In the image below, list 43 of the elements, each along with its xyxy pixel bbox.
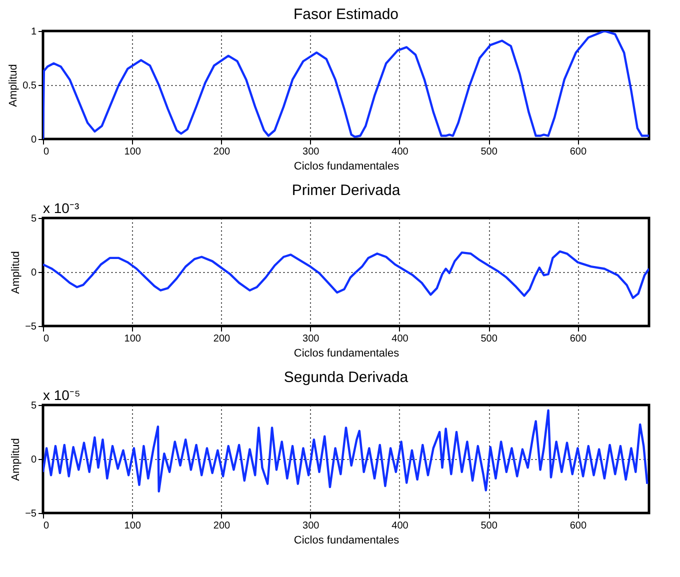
x-tick-label: 600 xyxy=(570,146,587,158)
y-tick-label: 0 xyxy=(30,454,37,466)
x-tick-label: 600 xyxy=(570,520,587,532)
y-tick-label: 5 xyxy=(30,214,37,224)
x-tick-label: 500 xyxy=(480,146,498,158)
x-tick-label: 100 xyxy=(124,146,142,158)
x-tick-label: 300 xyxy=(302,334,320,344)
x-tick-label: 100 xyxy=(124,334,142,344)
x-tick-label: 200 xyxy=(213,334,231,344)
chart-title: Fasor Estimado xyxy=(293,6,399,23)
x-tick-label: 200 xyxy=(213,146,231,158)
x-axis-title: Ciclos fundamentales xyxy=(294,160,400,172)
x-tick-label: 300 xyxy=(302,520,320,532)
x-tick-label: 500 xyxy=(480,520,498,532)
y-axis-title: Amplitud xyxy=(10,251,22,294)
x-tick-label: 0 xyxy=(44,146,50,158)
line-series xyxy=(43,250,649,300)
y-axis-title: Amplitud xyxy=(8,64,20,107)
x-tick-label: 500 xyxy=(480,334,498,344)
text: x 10⁻³ xyxy=(43,200,80,216)
x-tick-label: 300 xyxy=(302,146,320,158)
y-tick-label: 1 xyxy=(30,26,37,38)
y-tick-label: 0.5 xyxy=(22,80,37,92)
x-tick-label: 400 xyxy=(392,520,409,532)
y-tick-label: 0 xyxy=(30,134,37,146)
x-tick-label: 0 xyxy=(44,520,50,532)
y-tick-label: 5 xyxy=(30,400,37,412)
x-tick-label: 600 xyxy=(570,334,587,344)
chart-title: Segunda Derivada xyxy=(284,369,409,386)
y-tick-label: −5 xyxy=(25,322,37,332)
y-tick-label: 0 xyxy=(30,268,37,278)
x-tick-label: 0 xyxy=(44,334,50,344)
x-tick-label: 400 xyxy=(392,146,409,158)
x-tick-label: 100 xyxy=(124,520,142,532)
line-series xyxy=(43,409,648,492)
y-tick-label: −5 xyxy=(25,508,37,520)
x-tick-label: 400 xyxy=(392,334,409,344)
x-tick-label: 200 xyxy=(213,520,231,532)
x-axis-title: Ciclos fundamentales xyxy=(294,348,400,360)
x-axis-title: Ciclos fundamentales xyxy=(294,534,400,546)
y-axis-title: Amplitud xyxy=(10,438,22,481)
text: x 10⁻⁵ xyxy=(43,387,80,403)
chart-title: Primer Derivada xyxy=(292,182,401,199)
